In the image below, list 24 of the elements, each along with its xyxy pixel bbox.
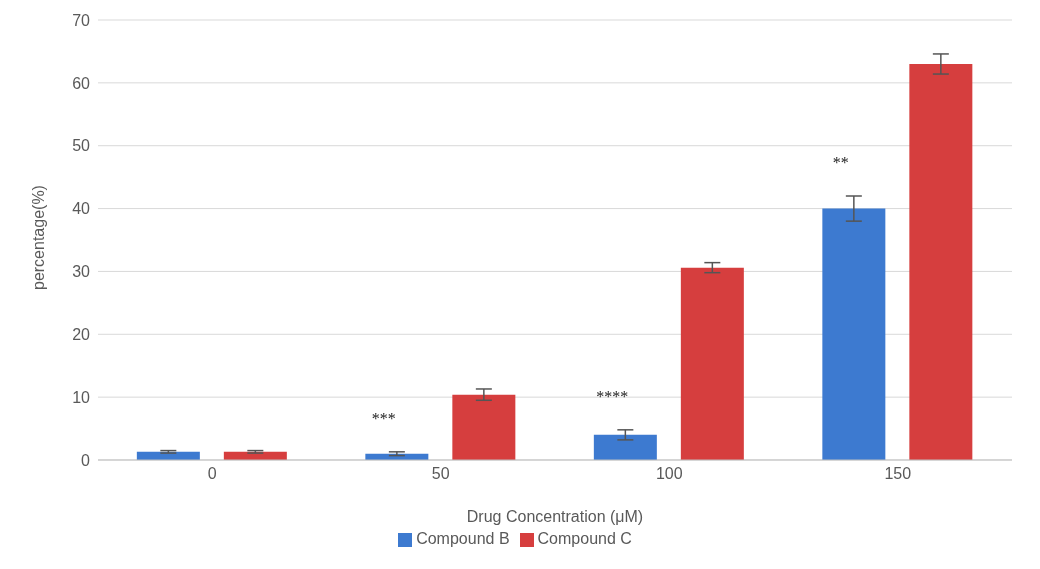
y-tick-label: 60 bbox=[72, 74, 91, 92]
x-tick-label: 0 bbox=[207, 465, 217, 483]
y-tick-label: 70 bbox=[72, 11, 91, 29]
annotation: ** bbox=[832, 154, 849, 171]
legend-label: Compound B bbox=[416, 530, 510, 547]
y-tick-label: 20 bbox=[72, 325, 91, 343]
annotation: **** bbox=[596, 387, 629, 405]
y-tick-label: 30 bbox=[72, 263, 91, 281]
y-tick-label: 50 bbox=[72, 137, 91, 155]
bar bbox=[680, 267, 744, 460]
bar bbox=[822, 208, 886, 460]
y-axis-title: percentage(%) bbox=[29, 185, 47, 290]
bar bbox=[452, 394, 516, 460]
legend-label: Compound C bbox=[537, 530, 632, 547]
bar bbox=[909, 64, 973, 460]
x-axis-title: Drug Concentration (μM) bbox=[466, 508, 644, 525]
y-tick-label: 40 bbox=[72, 200, 91, 218]
y-tick-label: 10 bbox=[72, 388, 91, 406]
y-tick-label: 0 bbox=[81, 451, 91, 469]
x-tick-label: 50 bbox=[431, 465, 450, 483]
x-tick-label: 100 bbox=[655, 465, 683, 483]
x-tick-label: 150 bbox=[884, 465, 912, 483]
bar bbox=[593, 434, 657, 460]
annotation: *** bbox=[371, 409, 396, 427]
